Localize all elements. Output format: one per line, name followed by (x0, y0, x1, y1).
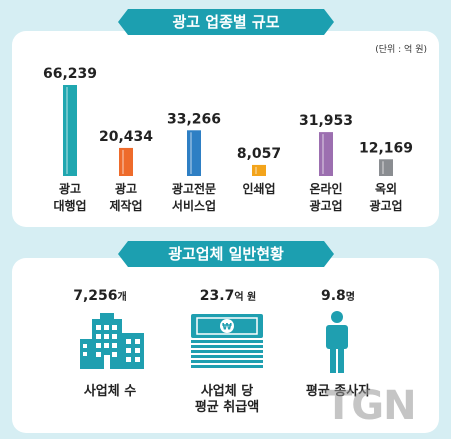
bar-highlight-1 (122, 149, 124, 174)
avg-employees-unit: 명 (345, 292, 355, 303)
category-label-2-1: 서비스업 (172, 198, 216, 213)
bar-highlight-5 (382, 161, 384, 174)
category-label-5-0: 옥외 (375, 181, 397, 196)
avg-handling-unit: 억 원 (234, 292, 257, 303)
avg-handling-value-wrap: 23.7억 원 (186, 288, 270, 304)
business-count-value-wrap: 7,256개 (60, 288, 140, 304)
svg-text:₩: ₩ (222, 323, 232, 333)
industry-size-panel (12, 31, 439, 227)
money-stack-icon: ₩ (191, 314, 263, 368)
bar-highlight-3 (255, 166, 257, 174)
value-label-5: 12,169 (359, 140, 413, 156)
bar-highlight-4 (322, 134, 324, 174)
avg-employees-value-wrap: 9.8명 (308, 288, 368, 304)
avg-handling-label-line1: 사업체 당 (200, 384, 254, 399)
value-label-3: 8,057 (237, 146, 281, 162)
category-label-0-1: 대행업 (53, 198, 86, 213)
bar-0 (63, 85, 77, 176)
value-label-2: 33,266 (167, 111, 221, 127)
avg-employees-label: 평균 종사자 (305, 384, 371, 399)
avg-handling-label-line2: 평균 취급액 (194, 400, 260, 415)
category-label-0-0: 광고 (59, 181, 81, 196)
bar-highlight-2 (190, 132, 192, 174)
business-count-unit: 개 (117, 292, 127, 303)
avg-handling-value: 23.7 (199, 288, 235, 304)
category-label-5-1: 광고업 (369, 198, 402, 213)
bar-4 (319, 132, 333, 176)
category-label-4-0: 온라인 (309, 181, 342, 196)
avg-employees-value: 9.8 (320, 288, 346, 304)
category-label-3-0: 인쇄업 (242, 181, 275, 196)
watermark-logo: TGN (325, 383, 417, 429)
category-label-2-0: 광고전문 (172, 181, 216, 196)
bar-2 (187, 130, 201, 176)
bar-5 (379, 159, 393, 176)
value-label-1: 20,434 (99, 129, 153, 145)
industry-size-title: 광고 업종별 규모 (118, 9, 334, 35)
category-label-1-0: 광고 (115, 181, 137, 196)
bar-3 (252, 164, 266, 176)
category-label-1-1: 제작업 (109, 198, 142, 213)
business-count-label: 사업체 수 (83, 384, 137, 399)
unit-label: (단위 : 억 원) (375, 45, 427, 55)
value-label-0: 66,239 (43, 66, 97, 82)
person-icon (326, 311, 348, 373)
general-status-title: 광고업체 일반현황 (118, 241, 334, 267)
category-label-4-1: 광고업 (309, 198, 342, 213)
building-icon (80, 313, 144, 369)
business-count-value: 7,256 (73, 288, 118, 304)
bar-highlight-0 (66, 87, 68, 174)
value-label-4: 31,953 (299, 113, 353, 129)
bar-1 (119, 147, 133, 176)
avg-handling-label: 사업체 당 평균 취급액 (177, 384, 277, 416)
